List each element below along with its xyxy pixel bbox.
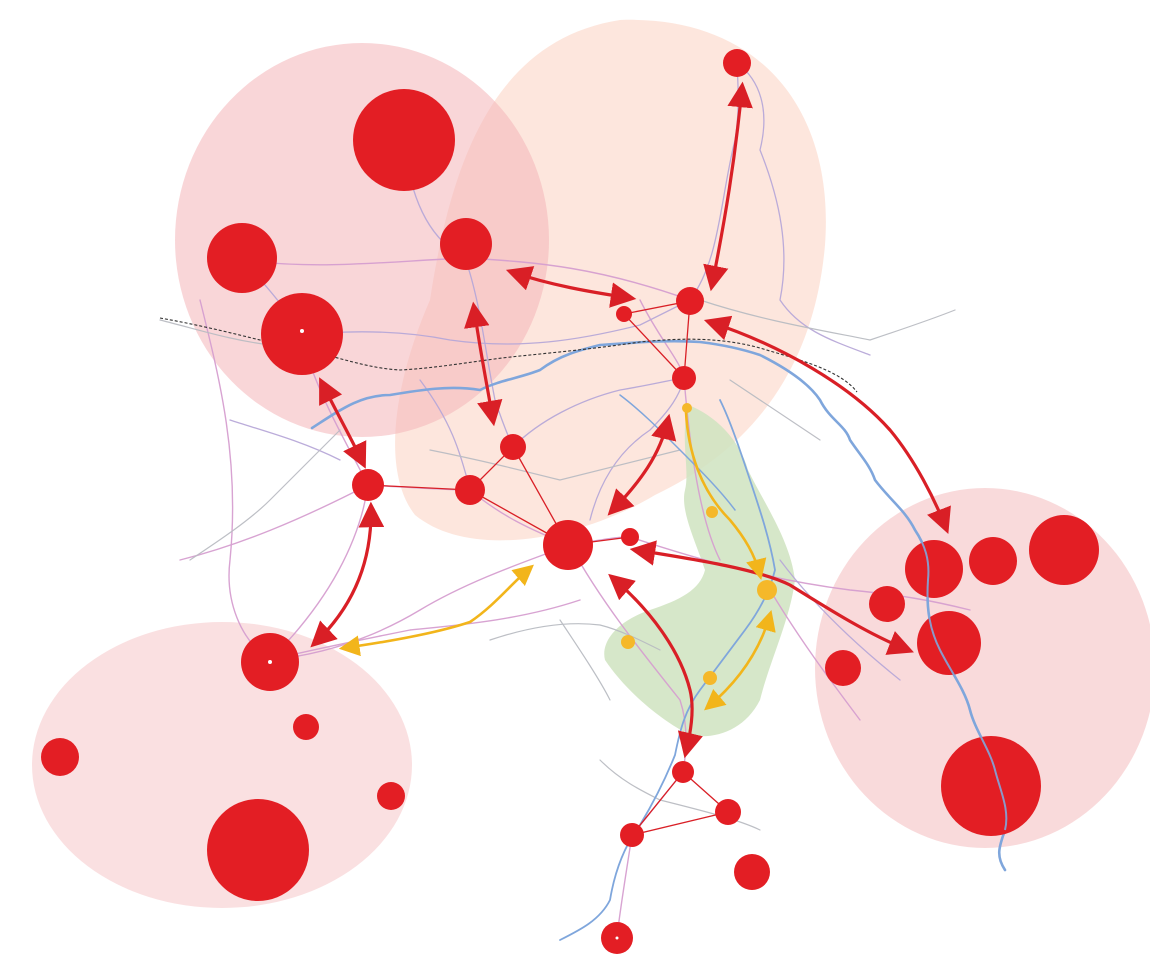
- city-node: [207, 223, 277, 293]
- double-arrow-red: [464, 301, 503, 427]
- double-arrow-red: [703, 81, 753, 292]
- city-node: [500, 434, 526, 460]
- city-node: [723, 49, 751, 77]
- double-arrow-red: [608, 573, 703, 759]
- link-line: [631, 811, 729, 836]
- double-arrow-red: [310, 501, 385, 648]
- yellow-point: [706, 506, 718, 518]
- yellow-point: [703, 671, 717, 685]
- road-line: [403, 139, 514, 448]
- link-line: [623, 313, 685, 379]
- city-node: [715, 799, 741, 825]
- city-node: [621, 528, 639, 546]
- city-node: [825, 650, 861, 686]
- city-node: [377, 782, 405, 810]
- link-line: [367, 484, 471, 491]
- city-node: [1029, 515, 1099, 585]
- city-node: [905, 540, 963, 598]
- city-node: [869, 586, 905, 622]
- node-marker: [300, 329, 304, 333]
- road-line: [179, 484, 369, 561]
- city-node: [261, 293, 343, 375]
- city-node: [293, 714, 319, 740]
- double-arrow-red: [505, 266, 637, 308]
- city-node: [620, 823, 644, 847]
- city-node: [676, 287, 704, 315]
- double-arrow-red: [607, 413, 677, 516]
- city-node: [672, 761, 694, 783]
- road-line: [199, 299, 271, 661]
- yellow-point: [757, 580, 777, 600]
- city-node: [41, 738, 79, 776]
- city-node: [455, 475, 485, 505]
- city-node: [941, 736, 1041, 836]
- node-marker: [268, 660, 272, 664]
- double-arrow-yellow: [704, 610, 776, 711]
- link-line: [631, 771, 684, 836]
- road-line: [512, 377, 685, 448]
- road-line: [299, 299, 691, 345]
- city-node: [969, 537, 1017, 585]
- double-arrow-red: [703, 315, 951, 534]
- river-overlay: [914, 529, 1008, 831]
- yellow-point: [682, 403, 692, 413]
- city-node: [352, 469, 384, 501]
- city-node: [672, 366, 696, 390]
- node-marker: [615, 936, 619, 940]
- city-node: [917, 611, 981, 675]
- road-line: [616, 771, 684, 938]
- arrow-yellow: [684, 410, 767, 581]
- city-node: [440, 218, 492, 270]
- double-arrow-red: [319, 377, 367, 469]
- road-line: [559, 619, 611, 701]
- city-node: [734, 854, 770, 890]
- double-arrow-yellow: [338, 564, 534, 657]
- road-line: [159, 319, 271, 346]
- city-node: [207, 799, 309, 901]
- influence-zone-south-west: [32, 622, 412, 908]
- city-node: [353, 89, 455, 191]
- double-arrow-red: [629, 540, 914, 655]
- city-node: [543, 520, 593, 570]
- yellow-point: [621, 635, 635, 649]
- city-node: [616, 306, 632, 322]
